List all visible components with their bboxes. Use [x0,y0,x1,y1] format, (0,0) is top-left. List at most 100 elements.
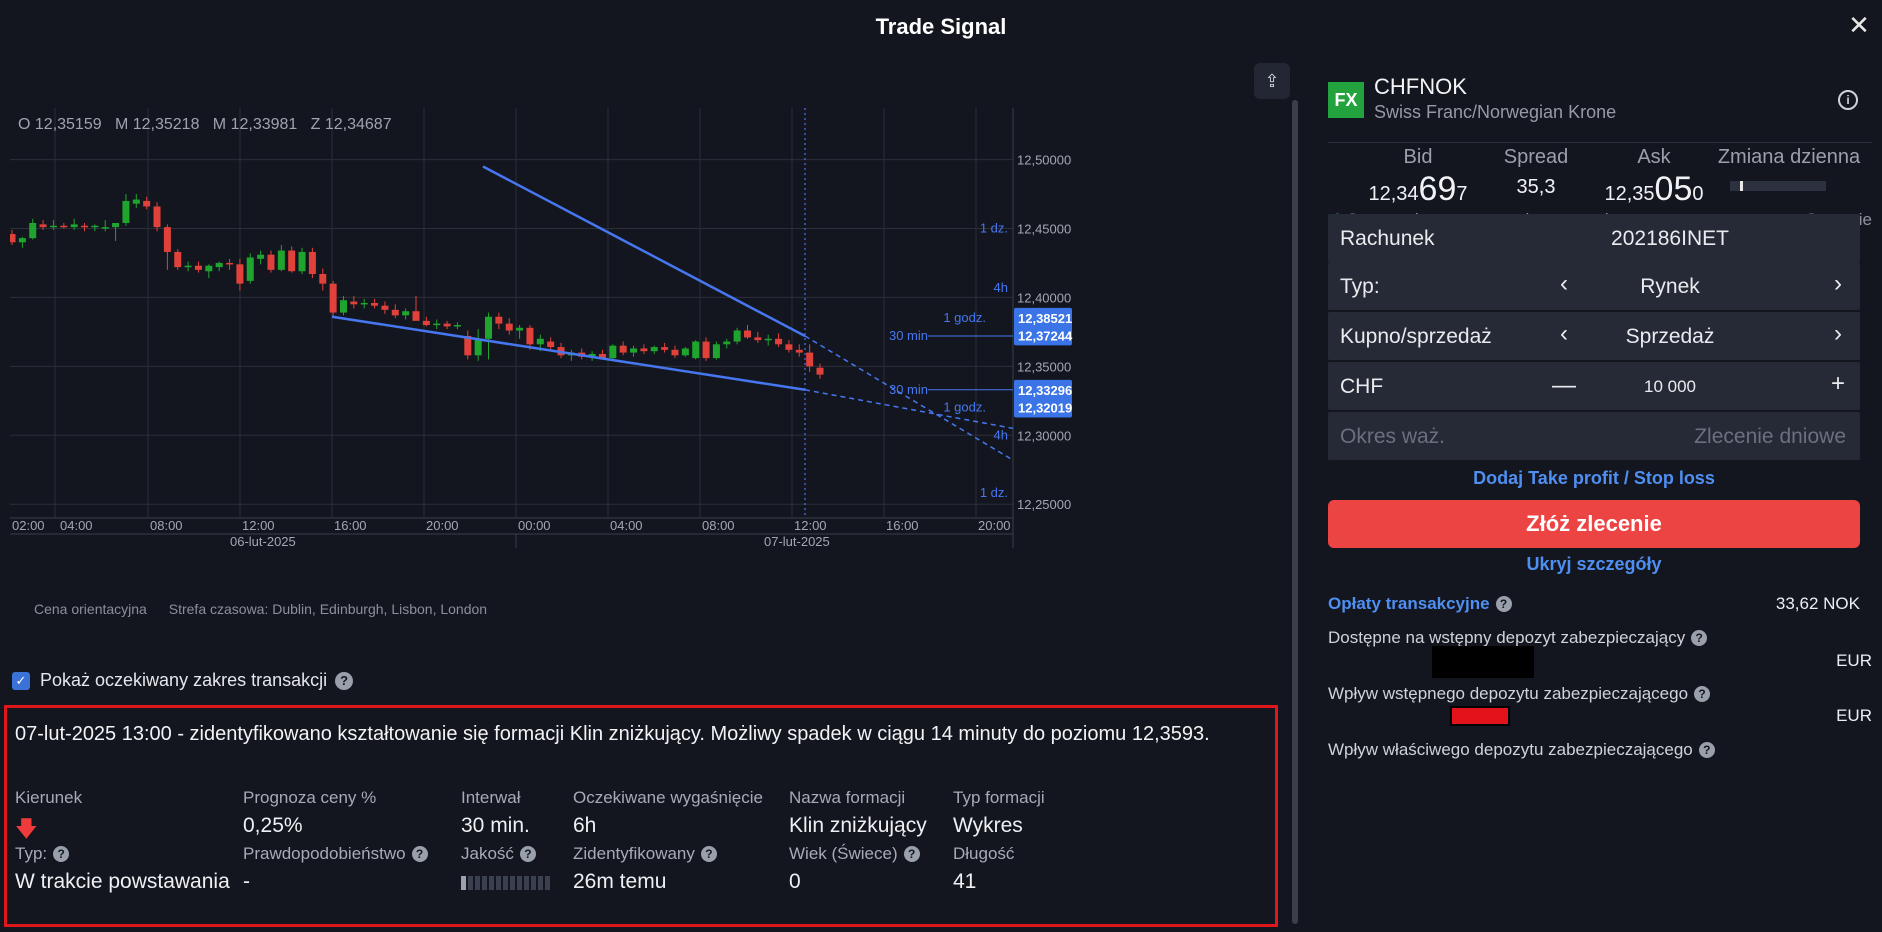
order-type-value: Rynek [1640,275,1700,298]
type-cell: Typ:? W trakcie powstawania [15,844,230,894]
fx-badge: FX [1328,82,1364,118]
candle-body [723,341,731,345]
help-icon[interactable]: ? [1694,686,1711,702]
help-icon[interactable]: ? [1495,596,1512,612]
candle-body [319,273,327,284]
account-field[interactable]: Rachunek 202186INET [1328,214,1860,262]
order-type-field[interactable]: Typ: ‹ Rynek › [1328,262,1860,310]
ask-price[interactable]: 12,35050 [1604,170,1704,208]
help-icon[interactable]: ? [519,846,536,862]
help-icon[interactable]: ? [335,671,354,690]
candle-body [764,338,772,341]
chevron-right-icon[interactable]: › [1834,270,1842,297]
divider [1328,142,1872,143]
price-tag-label: 12,32019 [1018,400,1072,415]
plus-icon[interactable]: + [1830,370,1845,397]
chevron-left-icon[interactable]: ‹ [1560,270,1568,297]
scrollbar[interactable] [1292,100,1298,924]
price-tick-label: 12,45000 [1017,222,1071,237]
candle-body [288,250,296,272]
range-label-30m-lower: 30 min [889,382,928,397]
time-tick-label: 08:00 [150,518,183,533]
candle-body [236,264,244,284]
quality-segment [517,876,522,890]
chevron-right-icon[interactable]: › [1834,320,1842,347]
candle-body [184,265,192,268]
candle-body [308,251,316,274]
validity-field[interactable]: Okres waż. Zlecenie dniowe [1328,412,1860,460]
candlestick-chart[interactable]: 12,50000 12,45000 12,40000 12,35000 12,30000… [10,108,1090,618]
time-tick-label: 20:00 [978,518,1011,533]
chevron-left-icon[interactable]: ‹ [1560,320,1568,347]
candle-body [474,338,482,356]
initial-margin-row: Wpływ wstępnego depozytu zabezpieczające… [1328,684,1860,704]
range-label-1h-upper: 1 godz. [943,310,986,325]
amount-stepper[interactable]: CHF — 10 000 + [1328,362,1860,410]
candle-body [60,225,68,228]
candle-body [505,323,513,331]
quality-segment [482,876,487,890]
length-cell: Długość 41 [953,844,1014,894]
range-label-1d-lower: 1 dz. [980,485,1008,500]
quality-segment [468,876,473,890]
candle-body [754,337,762,341]
amount-value[interactable]: 10 000 [1644,377,1696,396]
pattern-name-label: Nazwa formacji [789,788,906,807]
candle-body [267,254,275,270]
help-icon[interactable]: ? [700,846,717,862]
minus-icon[interactable]: — [1552,372,1576,399]
side-value: Sprzedaż [1625,325,1715,348]
candle-body [619,345,627,353]
help-icon[interactable]: ? [1691,630,1708,646]
instrument-symbol: CHFNOK [1374,74,1467,99]
wedge-upper-projection [804,335,1014,461]
help-icon[interactable]: ? [1698,742,1715,758]
price-chart[interactable]: 12,50000 12,45000 12,40000 12,35000 12,30000… [10,108,1290,658]
expiry-value: 6h [573,814,597,837]
place-order-button[interactable]: Złóż zlecenie [1328,500,1860,548]
expected-range-toggle[interactable]: ✓ Pokaż oczekiwany zakres transakcji ? [12,670,354,691]
identified-value: 26m temu [573,870,667,893]
help-icon[interactable]: ? [53,846,70,862]
candle-body [640,348,648,352]
redacted-value [1432,646,1534,678]
account-value: 202186INET [1611,227,1729,250]
side-field[interactable]: Kupno/sprzedaż ‹ Sprzedaż › [1328,312,1860,360]
help-icon[interactable]: ? [903,846,920,862]
candle-body [381,305,389,310]
daily-change-label: Zmiana dzienna [1717,146,1861,168]
indicative-price-label: Cena orientacyjna [34,601,147,617]
add-tp-sl-link[interactable]: Dodaj Take profit / Stop loss [1473,468,1715,488]
candle-body [122,200,130,223]
spread-label: Spread [1503,146,1569,168]
close-icon[interactable]: ✕ [1848,10,1870,40]
forecast-cell: Prognoza ceny % 0,25% [243,788,376,838]
candle-body [298,251,306,272]
forecast-value: 0,25% [243,814,303,837]
share-button[interactable]: ⇪ [1254,63,1290,99]
quality-segment [496,876,501,890]
info-icon[interactable]: i [1838,90,1858,110]
time-tick-label: 04:00 [610,518,643,533]
candle-body [215,262,223,268]
candle-body [371,302,379,306]
bid-price[interactable]: 12,34697 [1368,170,1468,208]
time-tick-label: 00:00 [518,518,551,533]
identified-label: Zidentyfikowany [573,844,695,863]
expected-range-checkbox[interactable]: ✓ [12,671,30,690]
titlebar: Trade Signal ✕ [0,0,1882,50]
initial-margin-label: Wpływ wstępnego depozytu zabezpieczające… [1328,684,1689,703]
expected-range-label: Pokaż oczekiwany zakres transakcji [40,670,328,690]
fees-label[interactable]: Opłaty transakcyjne [1328,594,1490,613]
hide-details-link[interactable]: Ukryj szczegóły [1526,554,1662,574]
candle-body [588,353,596,357]
help-icon[interactable]: ? [411,846,428,862]
candle-body [485,316,493,339]
length-label: Długość [953,844,1015,863]
fees-row: Opłaty transakcyjne? 33,62 NOK [1328,594,1860,614]
probability-value: - [243,870,250,893]
candle-body [743,330,751,338]
date-tick-label: 07-lut-2025 [764,534,830,549]
direction-label: Kierunek [15,788,83,807]
candle-body [226,262,234,265]
